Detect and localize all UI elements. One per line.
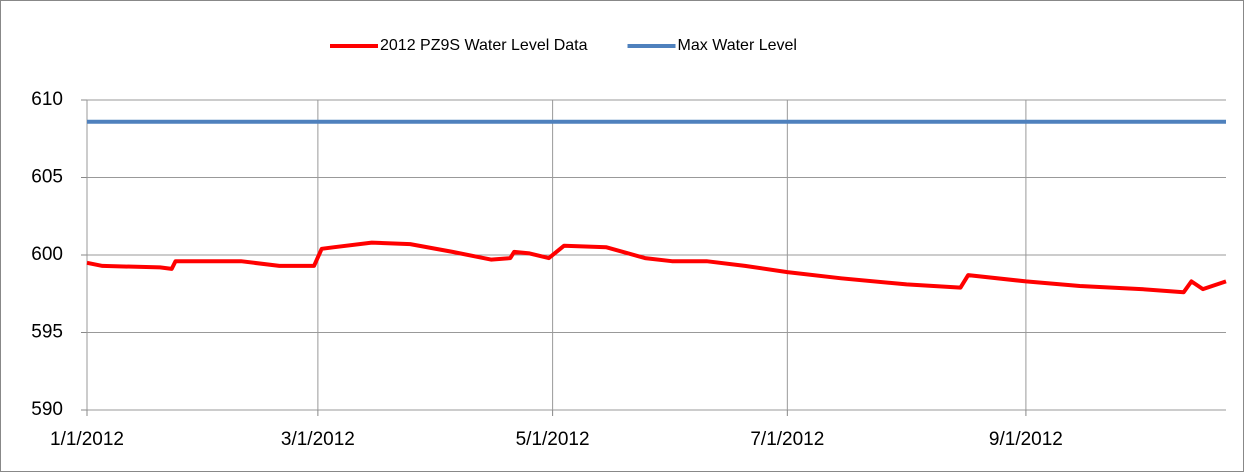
- x-tick-label: 1/1/2012: [50, 429, 124, 450]
- data-line: [86, 240, 1227, 295]
- x-tick-label: 7/1/2012: [750, 429, 824, 450]
- legend-label: Max Water Level: [678, 37, 797, 54]
- y-tick-label: 595: [31, 322, 63, 343]
- x-tick-label: 5/1/2012: [516, 429, 590, 450]
- y-tick-label: 610: [31, 89, 63, 110]
- y-tick-label: 605: [31, 167, 63, 188]
- x-tick-label: 3/1/2012: [281, 429, 355, 450]
- x-tick-label: 9/1/2012: [989, 429, 1063, 450]
- y-tick-label: 600: [31, 244, 63, 265]
- y-tick-label: 590: [31, 399, 63, 420]
- legend-label: 2012 PZ9S Water Level Data: [380, 37, 588, 54]
